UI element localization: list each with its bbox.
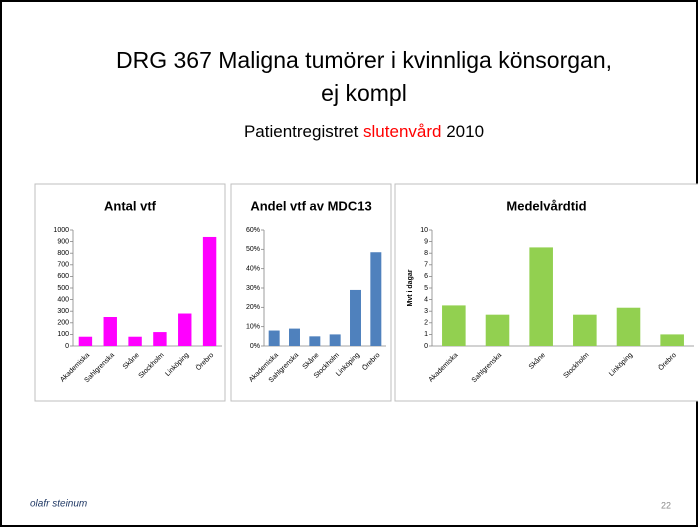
y-axis-label: Mvt i dagar <box>407 269 414 306</box>
bar <box>350 289 361 346</box>
chart-title: Antal vtf <box>104 198 157 213</box>
page-number: 22 <box>661 500 671 510</box>
bar <box>442 305 466 346</box>
bar <box>485 314 510 346</box>
bar <box>660 334 684 346</box>
y-tick-label: 10% <box>246 324 260 331</box>
y-tick-label: 0 <box>424 343 428 350</box>
y-tick-label: 500 <box>57 285 69 292</box>
y-tick-label: 2 <box>424 320 428 327</box>
y-tick-label: 1000 <box>53 227 69 234</box>
y-tick-label: 9 <box>424 238 428 245</box>
footer: olafr steinum <box>30 499 87 510</box>
bar <box>289 328 300 346</box>
y-tick-label: 3 <box>424 308 428 315</box>
bar <box>78 336 93 346</box>
chart-title: Andel vtf av MDC13 <box>250 198 371 213</box>
y-tick-label: 20% <box>246 304 260 311</box>
y-tick-label: 4 <box>424 296 428 303</box>
y-tick-label: 0% <box>250 343 260 350</box>
y-tick-label: 50% <box>246 246 260 253</box>
y-tick-label: 600 <box>57 273 69 280</box>
y-tick-label: 30% <box>246 285 260 292</box>
y-tick-label: 7 <box>424 262 428 269</box>
subtitle-part: Patientregistret <box>244 122 359 141</box>
bar <box>153 332 167 346</box>
y-tick-label: 6 <box>424 273 428 280</box>
y-tick-label: 300 <box>57 308 69 315</box>
y-tick-label: 0 <box>65 343 69 350</box>
y-tick-label: 200 <box>57 320 69 327</box>
y-tick-label: 5 <box>424 285 428 292</box>
bar <box>309 336 321 346</box>
y-tick-label: 1 <box>424 331 428 338</box>
y-tick-label: 10 <box>420 227 428 234</box>
chart-box <box>230 183 392 402</box>
y-tick-label: 400 <box>57 296 69 303</box>
bar <box>128 336 142 346</box>
slide-title: DRG 367 Maligna tumörer i kvinnliga köns… <box>116 47 612 73</box>
y-tick-label: 800 <box>57 250 69 257</box>
y-tick-label: 100 <box>57 331 69 338</box>
bar <box>103 317 117 346</box>
subtitle-highlight: slutenvård <box>363 122 441 141</box>
bar <box>616 307 641 346</box>
slide-title: ej kompl <box>321 80 407 106</box>
y-tick-label: 700 <box>57 262 69 269</box>
bar <box>202 236 217 346</box>
y-tick-label: 8 <box>424 250 428 257</box>
y-tick-label: 40% <box>246 266 260 273</box>
chart-box <box>34 183 226 402</box>
bar <box>178 313 192 346</box>
bar <box>529 247 553 346</box>
bar <box>329 334 341 346</box>
bar <box>268 330 280 346</box>
bar <box>573 314 597 346</box>
y-tick-label: 900 <box>57 238 69 245</box>
slide-subtitle: Patientregistret slutenvård 2010 <box>244 122 484 141</box>
chart-title: Medelvårdtid <box>506 198 586 213</box>
y-tick-label: 60% <box>246 227 260 234</box>
subtitle-part: 2010 <box>446 122 484 141</box>
bar <box>370 252 382 346</box>
